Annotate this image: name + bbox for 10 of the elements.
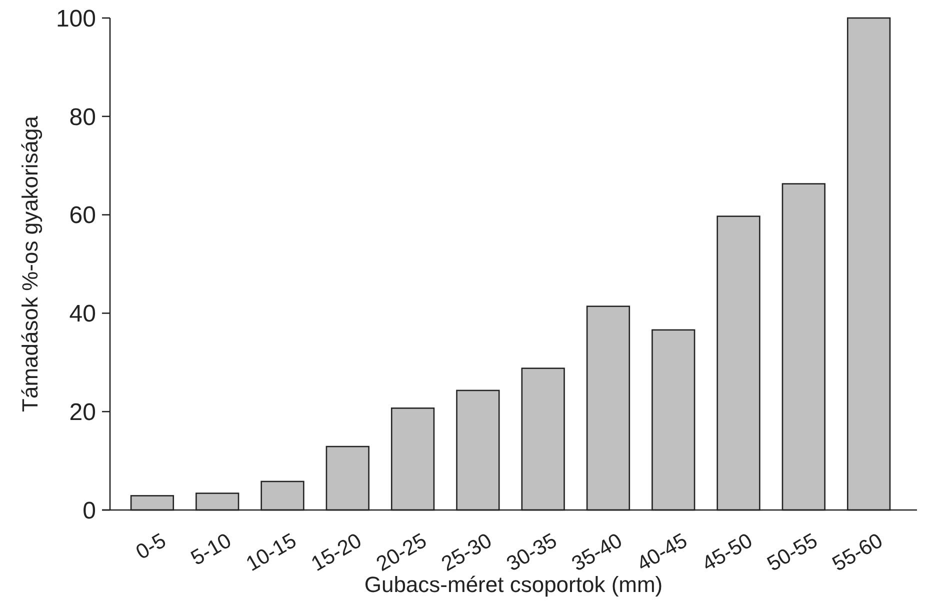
y-axis-title: Támadások %-os gyakorisága — [18, 115, 43, 412]
y-tick-label: 60 — [69, 202, 96, 230]
y-tick-label: 20 — [69, 399, 96, 426]
x-tick-label: 45-50 — [698, 529, 756, 576]
y-tick-label: 80 — [69, 104, 96, 131]
y-tick-label: 0 — [82, 497, 96, 524]
y-tick-label: 40 — [69, 300, 96, 328]
x-tick-label: 5-10 — [187, 529, 236, 570]
x-tick-label: 0-5 — [132, 529, 170, 564]
y-tick-label: 100 — [56, 5, 96, 32]
